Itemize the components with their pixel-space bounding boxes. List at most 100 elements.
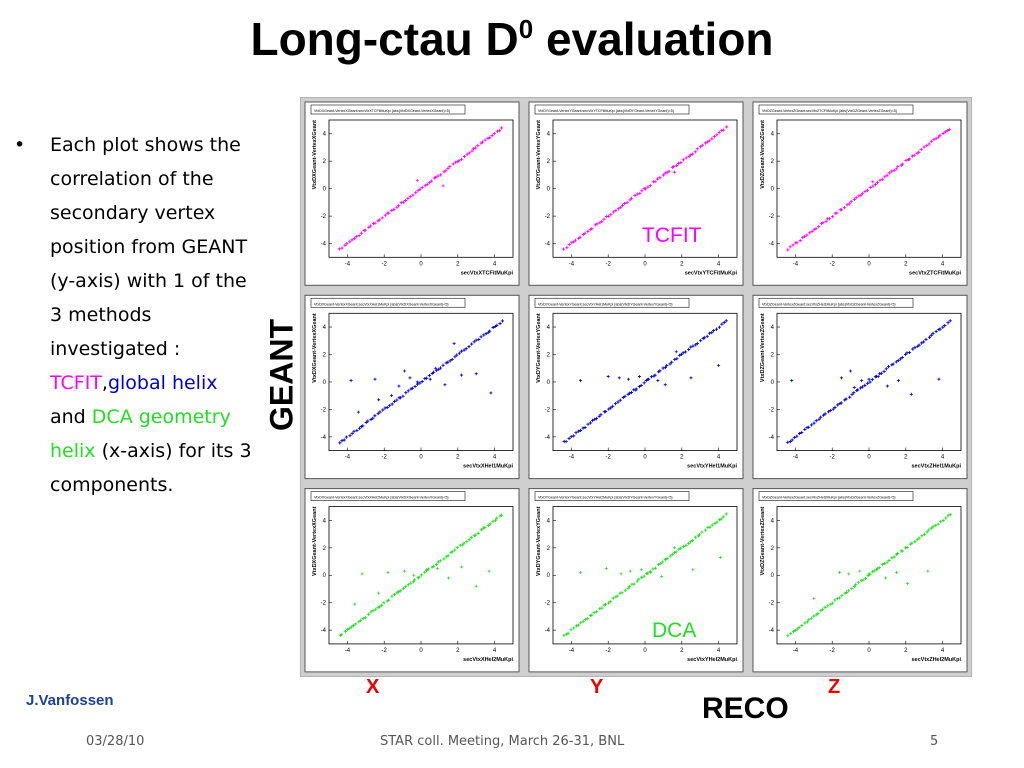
- scatter-plot-2-3: VtxDZGeant-VertexZGeant:secVtxZHel1MuKpi…: [752, 294, 968, 480]
- data-point: [409, 581, 413, 585]
- data-point: [927, 528, 931, 532]
- data-point: [369, 610, 373, 614]
- outlier-point: [447, 576, 451, 580]
- x-tick-label: -4: [345, 648, 351, 654]
- data-point: [812, 614, 816, 618]
- x-tick-label: 2: [904, 455, 908, 461]
- data-point: [797, 431, 802, 436]
- data-point: [499, 126, 503, 130]
- data-point: [827, 217, 832, 221]
- data-point: [404, 584, 408, 589]
- data-point: [581, 619, 585, 623]
- data-point: [590, 418, 595, 422]
- outlier-point: [867, 377, 871, 381]
- data-point: [479, 528, 484, 532]
- data-point: [725, 125, 729, 129]
- data-point: [871, 184, 875, 188]
- data-point: [616, 400, 620, 404]
- x-tick-label: 0: [419, 648, 423, 654]
- data-point: [885, 560, 889, 564]
- y-tick-label: 2: [771, 159, 775, 165]
- data-point: [629, 196, 634, 200]
- data-point: [646, 571, 650, 575]
- scatter-plot-2-2: VtxDYGeant-VertexYGeant:secVtxYHel1MuKpi…: [528, 294, 744, 480]
- data-point: [668, 554, 672, 558]
- data-point: [839, 401, 843, 405]
- data-point: [477, 337, 481, 342]
- y-tick-label: -2: [321, 214, 327, 220]
- data-point: [483, 138, 487, 142]
- data-point: [920, 341, 924, 345]
- data-point: [852, 197, 857, 202]
- data-point: [670, 360, 674, 364]
- data-point: [376, 412, 380, 416]
- data-point: [710, 330, 714, 335]
- data-point: [462, 348, 466, 352]
- data-point: [561, 247, 566, 251]
- data-point: [665, 363, 669, 368]
- data-point: [620, 591, 624, 595]
- method-tcfit: TCFIT: [50, 372, 102, 394]
- data-point: [812, 421, 816, 425]
- plot-title-box: [534, 297, 690, 308]
- data-point: [842, 206, 847, 210]
- data-point: [684, 156, 688, 160]
- data-point: [826, 604, 830, 608]
- y-tick-label: 0: [771, 380, 775, 386]
- data-point: [695, 341, 699, 346]
- data-point: [913, 345, 917, 350]
- data-point: [689, 540, 693, 544]
- x-tick-label: 4: [493, 261, 497, 267]
- data-point: [600, 219, 604, 224]
- plot-title-box: [758, 297, 914, 308]
- data-point: [905, 545, 909, 550]
- data-point: [425, 182, 429, 187]
- data-point: [473, 146, 478, 150]
- data-point: [941, 131, 945, 136]
- data-point: [717, 325, 722, 329]
- data-point: [588, 421, 593, 425]
- data-point: [632, 582, 636, 586]
- y-tick-label: -2: [769, 601, 775, 607]
- plot-title: VtxDYGeant-VertexYGeant:secVtxYHel2MuKpi…: [538, 496, 673, 500]
- plot-title: VtxDXGeant-VertexXGeant:secVtxXHel2MuKpi…: [314, 496, 449, 500]
- data-point: [453, 548, 457, 552]
- data-point: [453, 160, 458, 164]
- data-point: [473, 533, 478, 537]
- data-point: [340, 246, 344, 250]
- data-point: [936, 522, 940, 526]
- data-point: [578, 428, 583, 433]
- data-point: [710, 523, 714, 527]
- data-point: [649, 375, 654, 379]
- data-point: [567, 436, 571, 441]
- data-point: [878, 178, 882, 182]
- data-point: [488, 136, 492, 140]
- data-point: [628, 391, 632, 395]
- footer-page-number: 5: [930, 734, 939, 749]
- data-point: [569, 628, 573, 632]
- data-point: [616, 207, 620, 211]
- y-axis-label: VtxDYGeant-VertexYGeant: [536, 313, 542, 383]
- outlier-point: [849, 369, 853, 373]
- data-point: [700, 143, 704, 147]
- y-tick-label: -2: [545, 601, 551, 607]
- data-point: [900, 549, 904, 553]
- data-point: [345, 241, 349, 246]
- data-point: [679, 352, 684, 356]
- data-point: [830, 215, 835, 219]
- data-point: [868, 185, 872, 190]
- plot-title: VtxDYGeant-VertexYGeant:secVtxYTCFitMuKp…: [538, 109, 675, 113]
- data-point: [819, 415, 823, 419]
- data-point: [721, 515, 725, 519]
- data-point: [711, 328, 716, 333]
- data-point: [693, 150, 697, 154]
- data-point: [637, 385, 641, 389]
- data-point: [343, 243, 347, 247]
- x-tick-label: -2: [382, 261, 388, 267]
- plot-title: VtxDZGeant-VertexZGeant:secVtxZHel2MuKpi…: [762, 496, 896, 500]
- plot-grid: VtxDXGeant-VertexXGeant:secVtxXTCFitMuKp…: [300, 97, 972, 677]
- data-point: [689, 345, 693, 349]
- data-point: [801, 236, 805, 240]
- data-point: [792, 435, 797, 440]
- x-tick-label: 2: [904, 648, 908, 654]
